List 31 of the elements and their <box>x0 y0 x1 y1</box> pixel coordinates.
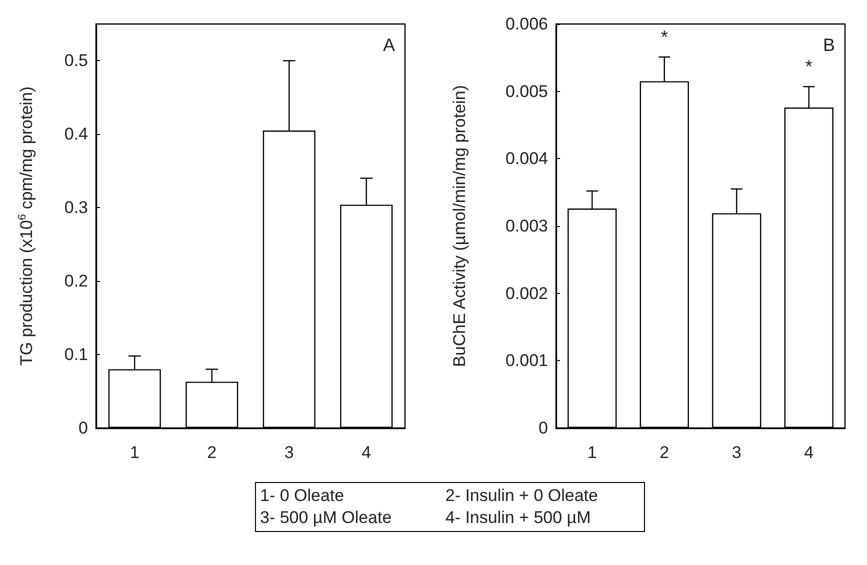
annotation: * <box>805 56 812 77</box>
y-tick-label: 0.4 <box>64 124 88 144</box>
x-tick-label: 2 <box>207 443 217 462</box>
y-axis-title: BuChE Activity (µmol/min/mg protein) <box>450 85 469 367</box>
text: 1- 0 Oleate <box>260 485 346 507</box>
text: 3- 500 µM Oleate <box>260 507 393 529</box>
y-tick-label: 0.005 <box>505 82 548 101</box>
annotation: B <box>822 35 836 55</box>
y-tick-label: 0.003 <box>505 216 548 236</box>
y-tick-label: 0.004 <box>505 149 548 168</box>
y-tick-label: 0 <box>538 418 548 438</box>
y-tick-label: 0.1 <box>64 345 88 364</box>
y-tick-label: 0.5 <box>64 51 88 70</box>
y-tick-label: 0.001 <box>505 351 548 370</box>
x-tick-label: 1 <box>130 443 140 462</box>
x-tick-label: 3 <box>732 443 742 462</box>
x-tick-label: 1 <box>587 443 597 462</box>
x-tick-label: 3 <box>284 443 294 462</box>
y-axis-title: TG production (x106 cpm/mg protein) <box>16 86 36 366</box>
x-tick-label: 2 <box>660 443 670 462</box>
y-tick-label: 0 <box>78 418 88 438</box>
annotation: A <box>382 35 396 55</box>
y-tick-label: 0.006 <box>505 14 548 34</box>
text: 4- Insulin + 500 µM <box>445 507 592 529</box>
y-tick-label: 0.3 <box>64 198 88 218</box>
annotation: * <box>660 26 668 47</box>
x-tick-label: 4 <box>362 443 372 462</box>
y-tick-label: 0.002 <box>505 284 548 303</box>
text: 2- Insulin + 0 Oleate <box>445 485 599 507</box>
y-tick-label: 0.2 <box>64 272 88 291</box>
x-tick-label: 4 <box>804 443 814 462</box>
